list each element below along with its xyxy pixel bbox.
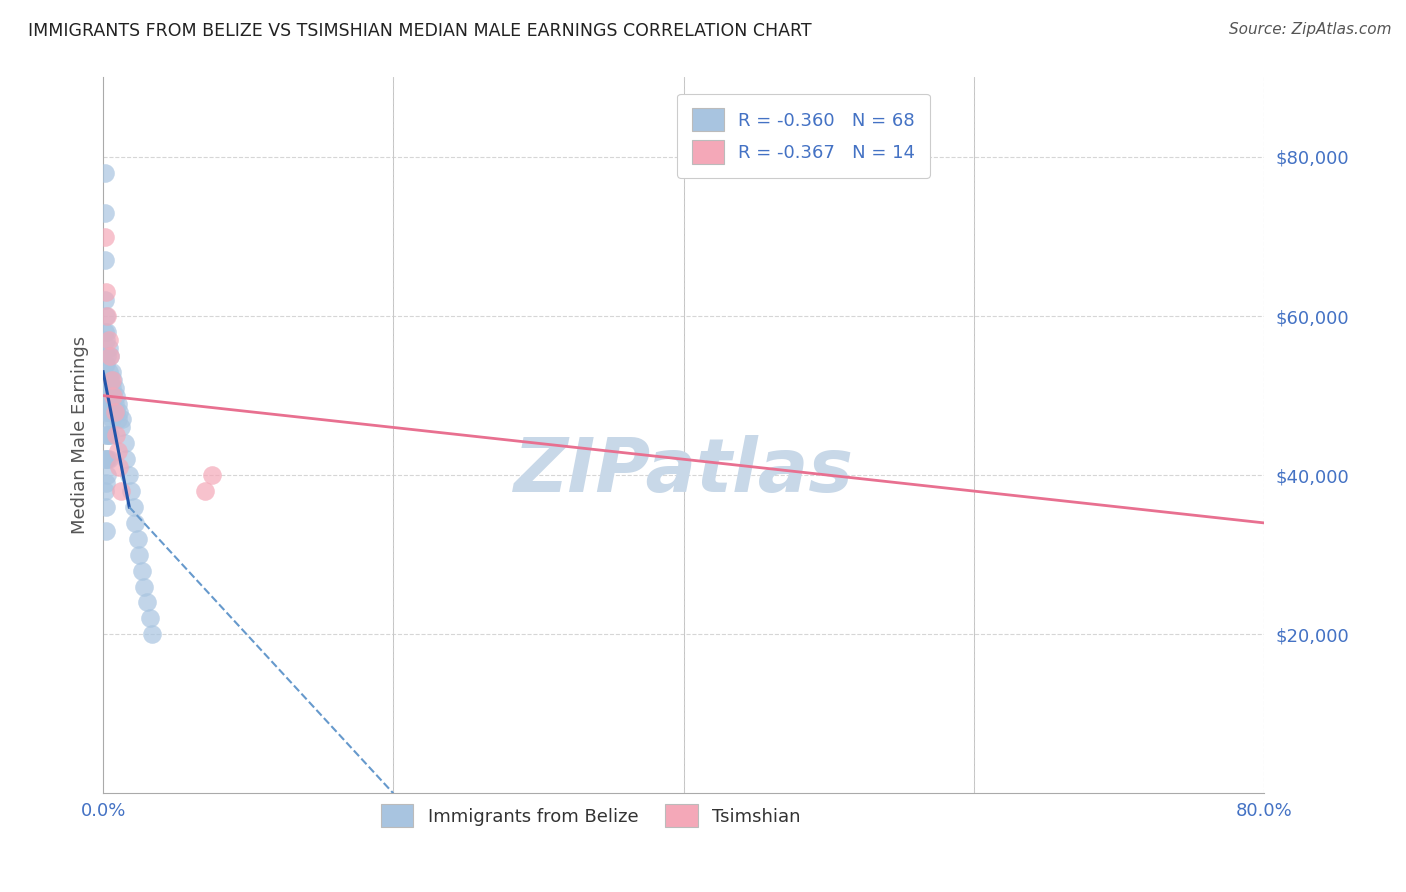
Point [104, 396, 127, 410]
Point [94, 404, 117, 418]
Point [93, 166, 115, 180]
Point [105, 428, 128, 442]
Point [97, 341, 120, 355]
Point [114, 436, 136, 450]
Point [93, 325, 115, 339]
Point [100, 349, 122, 363]
Point [97, 333, 120, 347]
Point [96, 349, 118, 363]
Point [93, 229, 115, 244]
Point [93, 357, 115, 371]
Point [105, 404, 128, 418]
Point [101, 412, 124, 426]
Point [97, 452, 120, 467]
Point [120, 484, 142, 499]
Point [101, 365, 124, 379]
Point [110, 484, 132, 499]
Point [96, 428, 118, 442]
Point [107, 412, 129, 426]
Point [93, 484, 115, 499]
Point [131, 564, 153, 578]
Point [93, 389, 115, 403]
Point [93, 420, 115, 434]
Point [101, 381, 124, 395]
Point [110, 420, 132, 434]
Point [94, 452, 117, 467]
Point [103, 404, 125, 418]
Point [127, 532, 149, 546]
Point [94, 476, 117, 491]
Point [118, 468, 141, 483]
Point [100, 389, 122, 403]
Point [128, 548, 150, 562]
Point [105, 389, 128, 403]
Point [94, 309, 117, 323]
Point [132, 580, 155, 594]
Point [138, 611, 160, 625]
Text: IMMIGRANTS FROM BELIZE VS TSIMSHIAN MEDIAN MALE EARNINGS CORRELATION CHART: IMMIGRANTS FROM BELIZE VS TSIMSHIAN MEDI… [28, 22, 811, 40]
Point [96, 452, 118, 467]
Point [96, 404, 118, 418]
Point [108, 460, 131, 475]
Point [201, 468, 224, 483]
Legend: Immigrants from Belize, Tsimshian: Immigrants from Belize, Tsimshian [374, 797, 808, 834]
Point [96, 325, 118, 339]
Point [93, 293, 115, 308]
Point [96, 309, 118, 323]
Point [194, 484, 217, 499]
Point [94, 357, 117, 371]
Point [124, 516, 146, 530]
Point [97, 365, 120, 379]
Point [97, 428, 120, 442]
Point [107, 444, 129, 458]
Point [122, 500, 145, 514]
Point [93, 253, 115, 268]
Point [93, 452, 115, 467]
Point [96, 389, 118, 403]
Point [101, 396, 124, 410]
Point [96, 373, 118, 387]
Point [100, 428, 122, 442]
Point [111, 412, 134, 426]
Point [96, 468, 118, 483]
Point [94, 381, 117, 395]
Point [104, 404, 127, 418]
Point [100, 404, 122, 418]
Point [97, 404, 120, 418]
Point [100, 373, 122, 387]
Point [101, 373, 124, 387]
Point [108, 404, 131, 418]
Point [104, 381, 127, 395]
Point [94, 524, 117, 538]
Point [94, 428, 117, 442]
Point [103, 389, 125, 403]
Point [94, 285, 117, 300]
Point [103, 373, 125, 387]
Text: Source: ZipAtlas.com: Source: ZipAtlas.com [1229, 22, 1392, 37]
Text: ZIPatlas: ZIPatlas [513, 434, 853, 508]
Point [107, 396, 129, 410]
Point [97, 389, 120, 403]
Point [141, 627, 163, 641]
Point [93, 205, 115, 219]
Y-axis label: Median Male Earnings: Median Male Earnings [72, 336, 89, 534]
Point [100, 349, 122, 363]
Point [135, 595, 157, 609]
Point [103, 389, 125, 403]
Point [94, 500, 117, 514]
Point [94, 333, 117, 347]
Point [115, 452, 138, 467]
